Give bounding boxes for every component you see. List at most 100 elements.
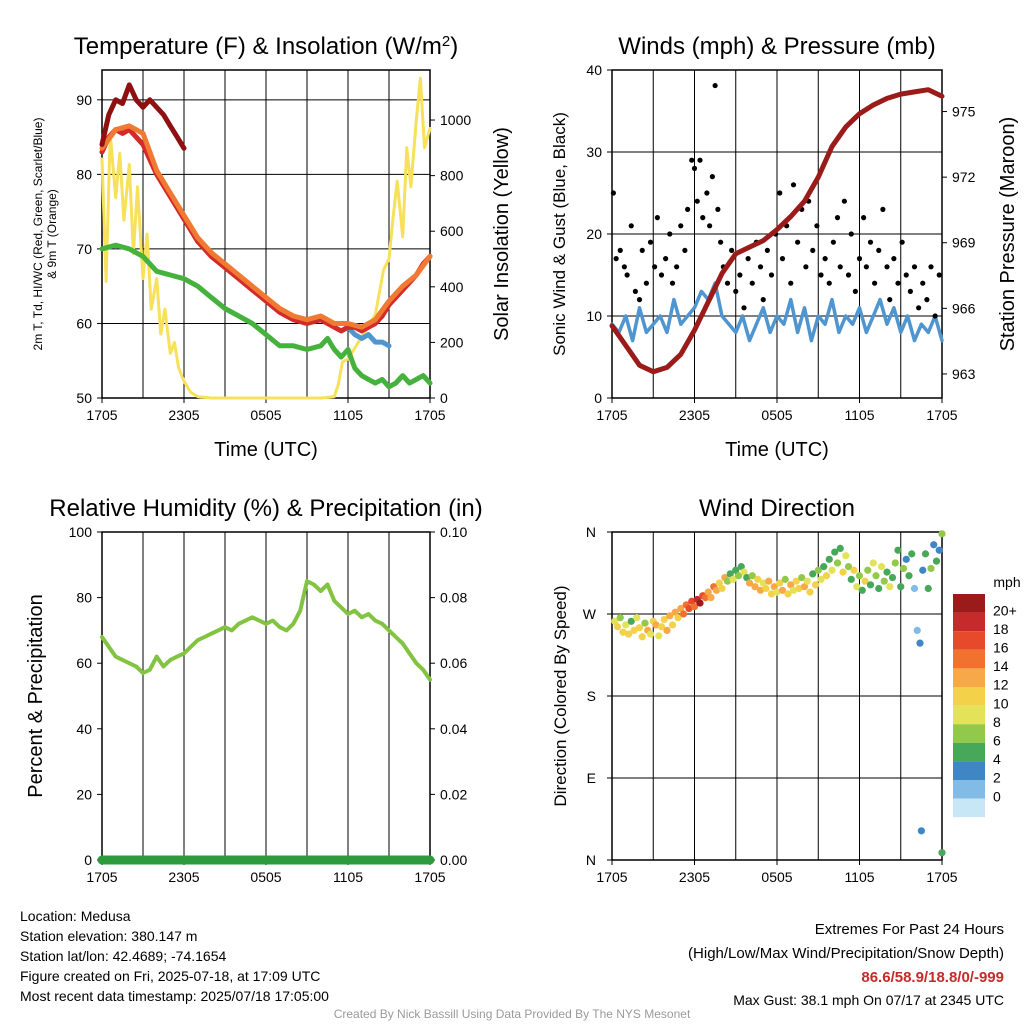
y-axis-label-line2: & 9m T (Orange): [45, 189, 59, 279]
legend-swatch: [953, 612, 985, 632]
x-tick-label: 1105: [333, 869, 363, 885]
direction-point: [833, 559, 842, 567]
direction-point: [674, 614, 682, 622]
direction-point: [668, 621, 677, 629]
chart-title: Relative Humidity (%) & Precipitation (i…: [49, 495, 482, 522]
direction-point: [822, 572, 831, 580]
direction-point: [938, 849, 946, 857]
legend-swatch: [953, 798, 985, 818]
direction-point: [767, 590, 776, 598]
legend-swatch: [953, 594, 985, 613]
direction-point: [677, 604, 685, 613]
x-tick-label: 1705: [926, 407, 957, 423]
gust-point: [920, 280, 926, 286]
gust-point: [911, 264, 918, 270]
direction-point: [638, 633, 646, 641]
gust-point: [652, 264, 658, 270]
direction-point: [784, 590, 792, 598]
gust-point: [639, 247, 645, 253]
direction-point: [627, 617, 635, 625]
legend-label: 0: [993, 788, 1001, 804]
direction-point: [611, 617, 619, 625]
gust-point: [916, 305, 922, 311]
direction-point: [641, 619, 649, 627]
y-tick-label: 0: [594, 390, 602, 406]
direction-point: [622, 621, 630, 629]
direction-point: [740, 568, 748, 576]
legend-swatch: [953, 705, 985, 725]
gust-point: [777, 190, 783, 196]
legend-swatch: [953, 631, 985, 650]
direction-point: [630, 626, 638, 635]
gust-point: [647, 239, 654, 245]
gust-point: [697, 157, 703, 163]
gust-point: [856, 256, 863, 262]
gust-point: [887, 297, 893, 303]
direction-point: [756, 586, 765, 594]
direction-point: [899, 564, 908, 573]
direction-point: [624, 630, 633, 638]
gust-point: [663, 256, 669, 262]
gust-point: [621, 264, 627, 270]
gust-point: [867, 239, 874, 245]
direction-point: [619, 628, 627, 636]
direction-point: [671, 608, 679, 616]
x-tick-label: 1705: [414, 407, 445, 423]
legend-swatch: [953, 649, 985, 669]
direction-point: [927, 564, 935, 573]
gust-point: [682, 247, 688, 253]
direction-point: [844, 563, 853, 571]
direction-point: [751, 583, 759, 591]
gust-point: [891, 256, 897, 262]
legend-label: 10: [993, 695, 1009, 711]
direction-point: [685, 604, 693, 613]
direction-point: [655, 632, 663, 640]
y-axis-label: Sonic Wind & Gust (Blue, Black): [550, 112, 569, 356]
direction-point: [723, 577, 732, 585]
direction-point: [921, 550, 930, 558]
x-tick-label: 1105: [844, 869, 874, 885]
direction-point: [847, 575, 855, 583]
x-tick-label: 0505: [761, 869, 792, 885]
direction-point: [932, 557, 941, 565]
x-tick-label: 2305: [168, 407, 199, 423]
x-tick-label: 0505: [761, 407, 792, 423]
direction-point: [688, 597, 696, 605]
gust-point: [907, 288, 913, 294]
legend-label: 6: [993, 733, 1001, 749]
direction-point: [613, 623, 622, 631]
direction-point: [820, 563, 828, 571]
direction-point: [773, 588, 781, 596]
gust-point: [768, 272, 775, 278]
gust-point: [712, 82, 718, 89]
x-tick-label: 1705: [596, 407, 627, 423]
direction-point: [718, 584, 726, 593]
direction-point: [657, 623, 666, 631]
y2-tick-label: 0.08: [440, 590, 467, 606]
y2-tick-label: 0.10: [440, 524, 467, 540]
direction-point: [729, 575, 737, 583]
y-tick-label: E: [587, 770, 596, 786]
direction-point: [935, 546, 943, 554]
legend-label: 12: [993, 677, 1009, 693]
extremes-title: Extremes For Past 24 Hours: [814, 921, 1004, 938]
direction-point: [646, 630, 655, 638]
direction-point: [913, 626, 921, 635]
gust-point: [852, 288, 858, 294]
direction-point: [806, 588, 814, 596]
direction-point: [869, 559, 877, 567]
gust-point: [715, 206, 721, 212]
direction-point: [787, 581, 795, 589]
y-tick-label: 90: [76, 92, 92, 108]
direction-point: [897, 583, 905, 591]
gust-point: [729, 247, 735, 253]
y2-tick-label: 0: [440, 390, 448, 406]
direction-point: [875, 584, 883, 593]
y-tick-label: 40: [586, 62, 602, 78]
direction-point: [660, 615, 668, 624]
y2-tick-label: 966: [952, 300, 976, 316]
y-tick-label: 30: [586, 144, 602, 160]
sonic-wind-line: [610, 281, 944, 343]
direction-point: [652, 621, 660, 629]
